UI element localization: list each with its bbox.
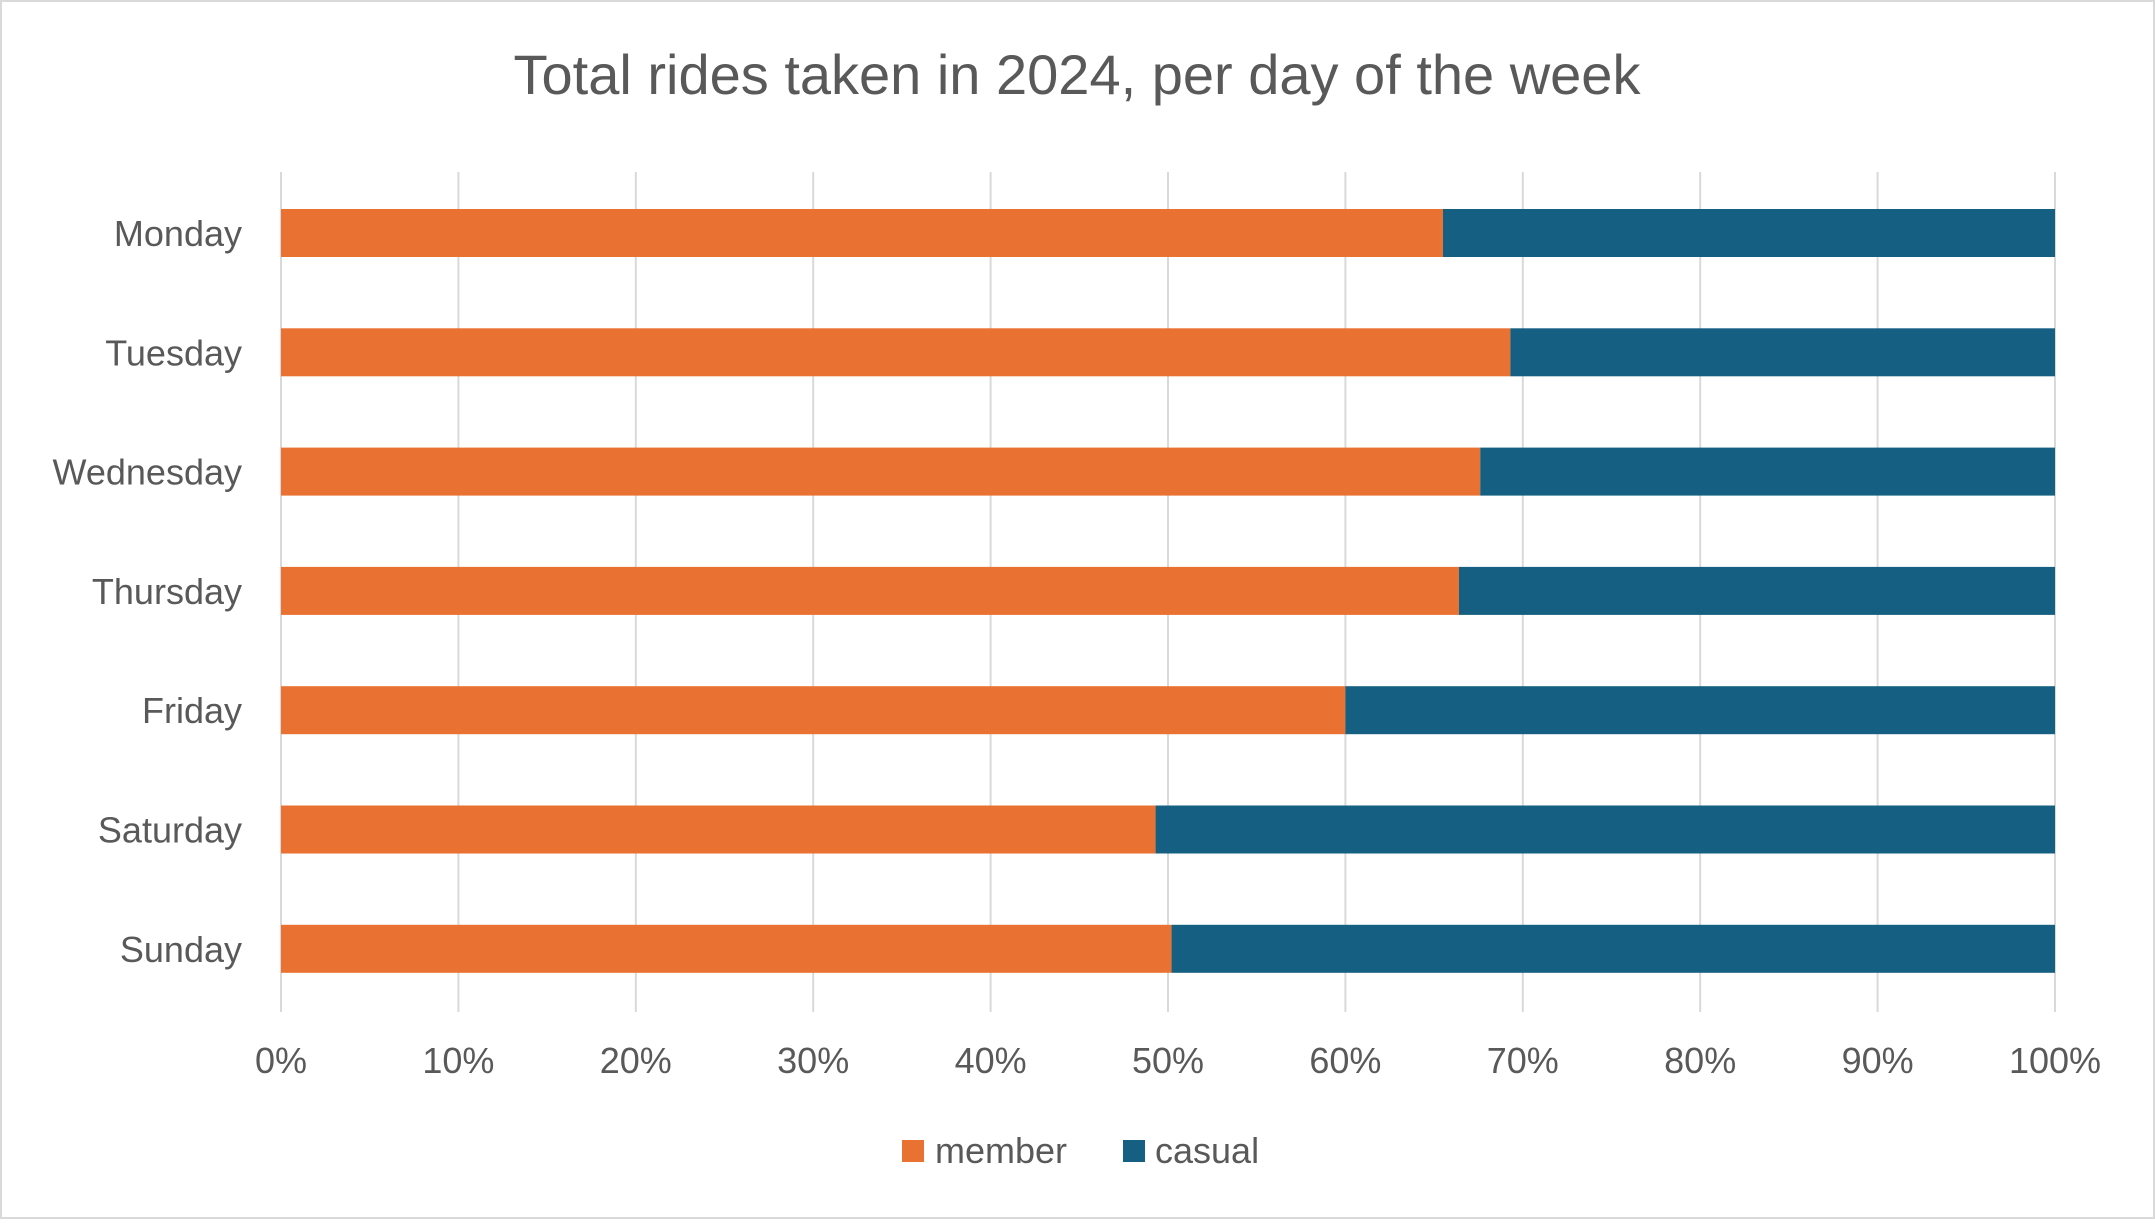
category-label: Sunday: [120, 929, 242, 970]
bar-member-wednesday: [281, 447, 1481, 496]
category-label: Friday: [142, 690, 242, 731]
bar-casual-friday: [1345, 686, 2055, 735]
bar-member-sunday: [281, 924, 1172, 973]
x-tick-label: 0%: [255, 1040, 307, 1081]
category-label: Thursday: [92, 571, 242, 612]
bars: [281, 209, 2055, 973]
category-label: Wednesday: [53, 452, 242, 493]
x-tick-label: 80%: [1664, 1040, 1736, 1081]
bar-casual-saturday: [1155, 805, 2055, 854]
legend-swatch-casual: [1123, 1140, 1145, 1162]
x-tick-label: 30%: [777, 1040, 849, 1081]
x-tick-label: 100%: [2009, 1040, 2101, 1081]
bar-member-thursday: [281, 566, 1459, 615]
x-tick-label: 50%: [1132, 1040, 1204, 1081]
x-tick-label: 40%: [955, 1040, 1027, 1081]
category-label: Monday: [114, 213, 242, 254]
bar-member-saturday: [281, 805, 1156, 854]
bar-casual-sunday: [1171, 924, 2055, 973]
x-tick-label: 60%: [1309, 1040, 1381, 1081]
bar-casual-monday: [1442, 209, 2055, 257]
chart-title: Total rides taken in 2024, per day of th…: [514, 43, 1642, 106]
bar-casual-tuesday: [1510, 328, 2055, 377]
legend: member casual: [902, 1130, 1259, 1171]
legend-label-member: member: [935, 1130, 1067, 1171]
legend-label-casual: casual: [1155, 1130, 1259, 1171]
bar-casual-wednesday: [1480, 447, 2055, 496]
bar-member-friday: [281, 686, 1346, 735]
x-tick-label: 20%: [600, 1040, 672, 1081]
x-tick-label: 70%: [1487, 1040, 1559, 1081]
category-label: Saturday: [98, 810, 242, 851]
bar-member-tuesday: [281, 328, 1511, 377]
x-tick-labels: 0% 10% 20% 30% 40% 50% 60% 70% 80% 90% 100%: [255, 1040, 2101, 1081]
category-labels: Monday Tuesday Wednesday Thursday Friday Satu…: [53, 213, 242, 970]
bar-casual-thursday: [1458, 566, 2055, 615]
bar-member-monday: [281, 209, 1443, 257]
x-tick-label: 10%: [422, 1040, 494, 1081]
x-tick-label: 90%: [1842, 1040, 1914, 1081]
category-label: Tuesday: [105, 332, 242, 373]
legend-swatch-member: [902, 1140, 924, 1162]
